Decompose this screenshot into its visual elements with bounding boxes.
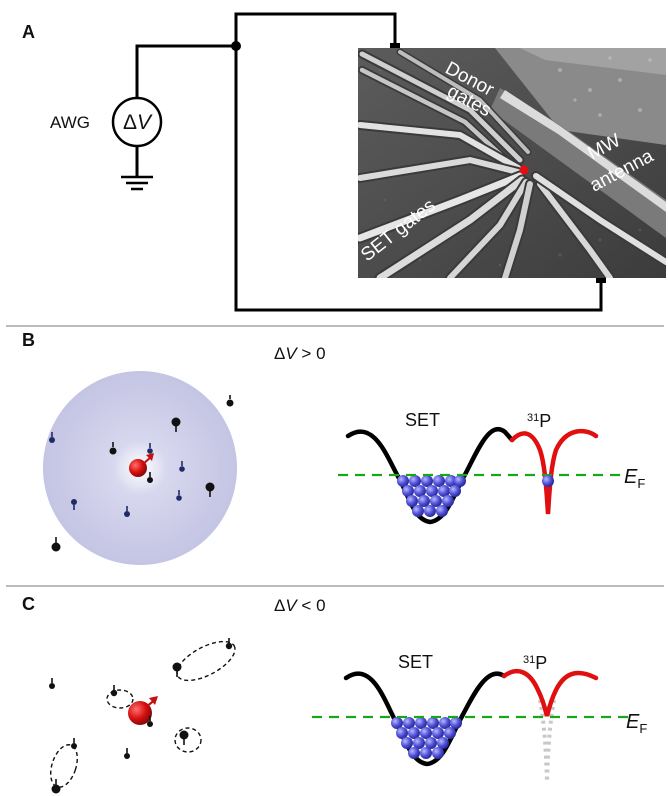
nuclear-spin-icon [172,662,182,677]
voltage-source-icon [111,96,163,148]
p31-label-b: 31P [527,411,551,431]
nuclear-spin-icon [124,748,130,759]
wire-junction-dot [231,41,241,51]
nuclear-spin-icon [171,417,181,432]
donor-electron-icon [128,696,158,725]
ground-icon [121,175,153,191]
panel-a-label: A [22,22,35,42]
sem-micrograph: Donor gates MW antenna SET gates [358,48,666,278]
source-label: ΔV [123,111,153,134]
donor-electron-icon [129,453,154,477]
nuclear-spin-icon [176,490,182,501]
precessing-nuclear-spins [50,640,236,788]
donor-bound-electron [542,475,554,487]
set-potential-well [343,671,507,767]
nuclear-spin-icon [225,638,233,650]
precession-orbit [176,640,236,682]
nuclear-spin-icon [71,499,77,510]
nuclear-spin-icon [109,442,117,455]
fermi-label-c: EF [626,711,647,736]
nuclear-spin-icon [124,506,130,517]
nuclear-spins-b [49,395,234,552]
energy-diagram-c: SET 31P EF [312,652,647,783]
set-potential-well [345,427,515,525]
nuclear-spins-c [49,638,233,794]
condition-label-c: ΔV < 0 [274,596,326,615]
p31-label-c: 31P [523,653,547,673]
nuclear-spin-icon [179,461,185,472]
previous-well-ghost [545,699,556,783]
nuclear-spin-icon [226,395,234,407]
precession-orbit [50,744,78,788]
nuclear-spin-icon [51,779,61,794]
panel-c-label: C [22,594,35,614]
nuclear-spin-icon [205,482,215,497]
precession-orbit [174,727,202,753]
nuclear-spin-icon [110,685,118,697]
energy-diagram-b: SET 31P EF [338,410,645,525]
nuclear-spin-icon [147,472,153,483]
awg-label: AWG [50,113,90,132]
nuclear-spin-icon [51,537,61,552]
panel-b-label: B [22,330,35,350]
p31-potential-well [509,428,599,515]
nuclear-spin-icon [147,443,153,454]
set-electron-sea [391,717,462,759]
condition-label-b: ΔV > 0 [274,344,326,363]
nuclear-spin-icon [49,432,55,443]
precession-orbit [106,689,134,709]
panel-b: B ΔV > 0 SET 31P [22,330,645,565]
nuclear-spin-icon [49,678,55,689]
p31-potential-well [501,669,599,717]
donor-spot-marker [519,165,529,175]
fermi-label-b: EF [624,466,645,491]
set-label-c: SET [398,652,433,672]
nuclear-spin-icon [179,730,189,745]
set-electron-sea [397,475,466,517]
set-label-b: SET [405,410,440,430]
panel-c: C ΔV < 0 SET 31P [22,594,647,794]
nuclear-spin-icon [71,738,77,749]
nuclear-spin-icon [147,716,153,727]
panel-a: A ΔV AWG [22,12,666,312]
